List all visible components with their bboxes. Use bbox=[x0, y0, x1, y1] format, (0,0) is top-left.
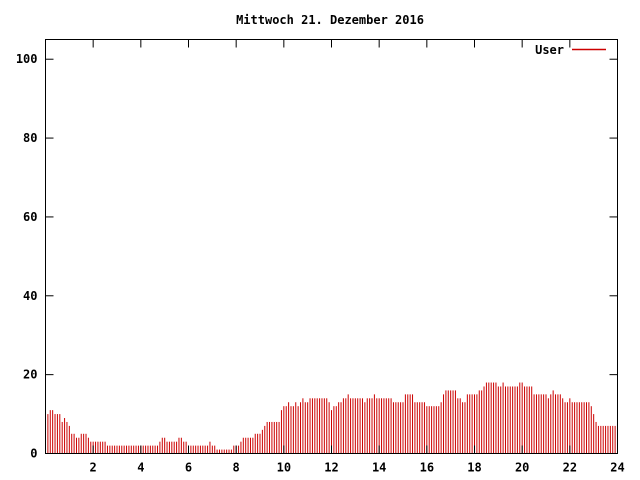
x-tick-label: 10 bbox=[277, 461, 291, 475]
x-tick-label: 14 bbox=[372, 461, 386, 475]
x-tick-label: 8 bbox=[233, 461, 240, 475]
y-tick-label: 60 bbox=[23, 210, 37, 224]
y-axis: 0 20 40 60 80 100 bbox=[16, 52, 618, 461]
x-tick-label: 12 bbox=[324, 461, 338, 475]
y-tick-label: 20 bbox=[23, 368, 37, 382]
x-tick-label: 18 bbox=[467, 461, 481, 475]
bar-series bbox=[45, 382, 616, 454]
y-tick-label: 100 bbox=[16, 52, 38, 66]
y-tick-label: 40 bbox=[23, 289, 37, 303]
x-tick-label: 2 bbox=[90, 461, 97, 475]
x-tick-label: 22 bbox=[563, 461, 577, 475]
y-tick-label: 0 bbox=[30, 447, 37, 461]
y-tick-label: 80 bbox=[23, 131, 37, 145]
x-tick-label: 4 bbox=[137, 461, 144, 475]
legend-label: User bbox=[535, 43, 564, 57]
x-tick-label: 6 bbox=[185, 461, 192, 475]
x-tick-label: 24 bbox=[610, 461, 624, 475]
chart-title: Mittwoch 21. Dezember 2016 bbox=[236, 13, 424, 27]
x-tick-label: 16 bbox=[420, 461, 434, 475]
x-tick-label: 20 bbox=[515, 461, 529, 475]
x-axis: 2 4 6 8 10 12 14 16 18 20 22 24 bbox=[90, 39, 625, 475]
legend: User bbox=[535, 43, 606, 57]
